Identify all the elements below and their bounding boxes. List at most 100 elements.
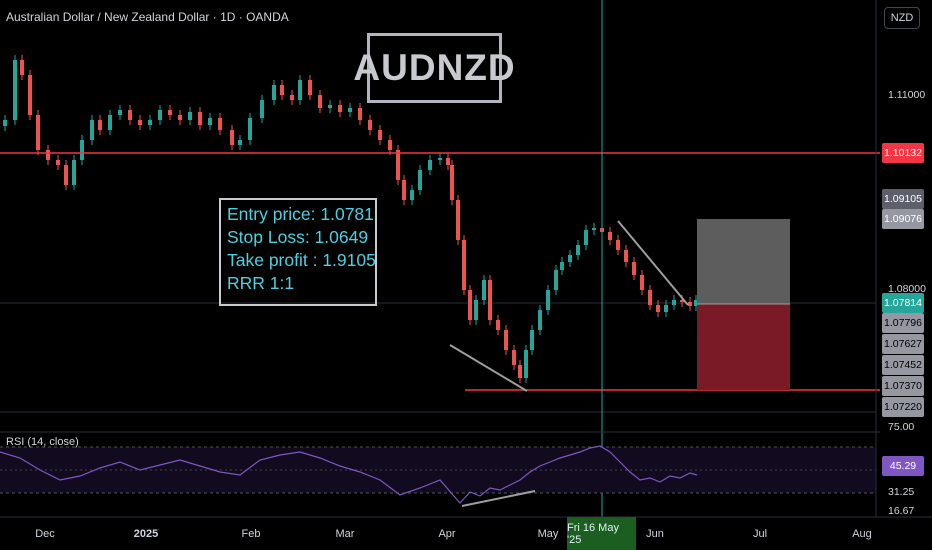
candle-body <box>358 108 362 120</box>
candle-body <box>446 158 450 165</box>
price-badge-level: 1.07452 <box>882 355 924 375</box>
candle-body <box>46 150 50 160</box>
candle-body <box>238 140 242 145</box>
candle-body <box>28 75 32 115</box>
candle-body <box>456 200 460 240</box>
time-label-apr: Apr <box>438 528 456 540</box>
candle-body <box>468 290 472 320</box>
trade-info-box[interactable]: Entry price: 1.0781 Stop Loss: 1.0649 Ta… <box>219 198 377 306</box>
candle-body <box>218 118 222 130</box>
candle-body <box>496 320 500 330</box>
rsi-level-31: 31.25 <box>888 486 915 498</box>
candle-body <box>546 290 550 310</box>
candle-body <box>98 120 102 130</box>
rsi-indicator-label[interactable]: RSI (14, close) <box>6 436 79 448</box>
candle-body <box>108 115 112 130</box>
trendline-upper[interactable] <box>617 220 689 306</box>
candle-body <box>198 112 202 125</box>
candle-body <box>148 120 152 125</box>
candle-body <box>318 95 322 108</box>
candle-body <box>20 60 24 75</box>
candle-body <box>72 160 76 185</box>
ticker-annotation[interactable]: AUDNZD <box>353 33 515 103</box>
rsi-divergence-line[interactable] <box>461 490 536 507</box>
candle-body <box>230 130 234 145</box>
time-label-2025: 2025 <box>133 528 159 540</box>
price-badge-level: 1.07627 <box>882 334 924 354</box>
candle-body <box>512 350 516 365</box>
candle-body <box>576 245 580 255</box>
entry-price-text: Entry price: 1.0781 <box>227 204 374 224</box>
time-label-jul: Jul <box>752 528 768 540</box>
time-label-feb: Feb <box>241 528 261 540</box>
candle-body <box>672 300 676 305</box>
candle-body <box>462 240 466 290</box>
rsi-level-75: 75.00 <box>888 421 915 433</box>
candle-body <box>656 305 660 312</box>
candle-body <box>36 115 40 150</box>
stop-loss-zone[interactable] <box>697 304 790 390</box>
symbol-title[interactable]: Australian Dollar / New Zealand Dollar ·… <box>6 10 289 24</box>
candle-body <box>248 118 252 140</box>
currency-button[interactable]: NZD <box>884 7 920 29</box>
candle-body <box>208 118 212 125</box>
candle-body <box>402 180 406 200</box>
rrr-text: RRR 1:1 <box>227 273 295 293</box>
candle-body <box>188 112 192 120</box>
candle-body <box>450 165 454 200</box>
candle-body <box>438 158 442 160</box>
price-tick-1.11000: 1.11000 <box>888 89 926 101</box>
candle-body <box>168 110 172 115</box>
candle-body <box>474 300 478 320</box>
candle-body <box>80 140 84 160</box>
rsi-current-badge: 45.29 <box>882 456 924 476</box>
candle-body <box>118 110 122 115</box>
candle-body <box>368 120 372 130</box>
candle-body <box>428 160 432 170</box>
candle-body <box>90 120 94 140</box>
time-label-may: May <box>537 528 559 540</box>
candle-body <box>680 300 684 302</box>
candle-body <box>616 240 620 250</box>
candle-body <box>418 170 422 190</box>
trendline-lower[interactable] <box>449 344 528 392</box>
candle-body <box>592 228 596 230</box>
candle-body <box>530 330 534 350</box>
candle-body <box>272 85 276 100</box>
candle-body <box>260 100 264 118</box>
candle-body <box>64 165 68 185</box>
candle-body <box>388 140 392 150</box>
time-label-dec: Dec <box>35 528 55 540</box>
candle-body <box>694 300 698 306</box>
candle-body <box>290 95 294 100</box>
candle-body <box>664 305 668 312</box>
rsi-level-16: 16.67 <box>888 505 915 517</box>
stop-loss-text: Stop Loss: 1.0649 <box>227 227 369 247</box>
candle-body <box>158 110 162 120</box>
time-label-mar: Mar <box>335 528 355 540</box>
time-label-aug: Aug <box>852 528 872 540</box>
candle-body <box>640 275 644 290</box>
candle-body <box>396 150 400 180</box>
candle-body <box>128 110 132 120</box>
candle-body <box>308 80 312 95</box>
candle-body <box>538 310 542 330</box>
candle-body <box>56 160 60 165</box>
candle-body <box>482 280 486 300</box>
candle-body <box>524 350 528 378</box>
time-label-jun: Jun <box>646 528 664 540</box>
price-badge-last: 1.07814 <box>882 293 924 313</box>
price-badge-level: 1.09076 <box>882 209 924 229</box>
candle-body <box>338 105 342 112</box>
candle-body <box>504 330 508 350</box>
candle-body <box>608 232 612 240</box>
candle-body <box>328 105 332 108</box>
price-badge-resistance: 1.10132 <box>882 143 924 163</box>
candle-body <box>410 190 414 200</box>
price-badge-level: 1.07220 <box>882 397 924 417</box>
candle-body <box>560 262 564 270</box>
take-profit-zone[interactable] <box>697 219 790 304</box>
candle-body <box>632 262 636 275</box>
price-badge-level: 1.07796 <box>882 313 924 333</box>
